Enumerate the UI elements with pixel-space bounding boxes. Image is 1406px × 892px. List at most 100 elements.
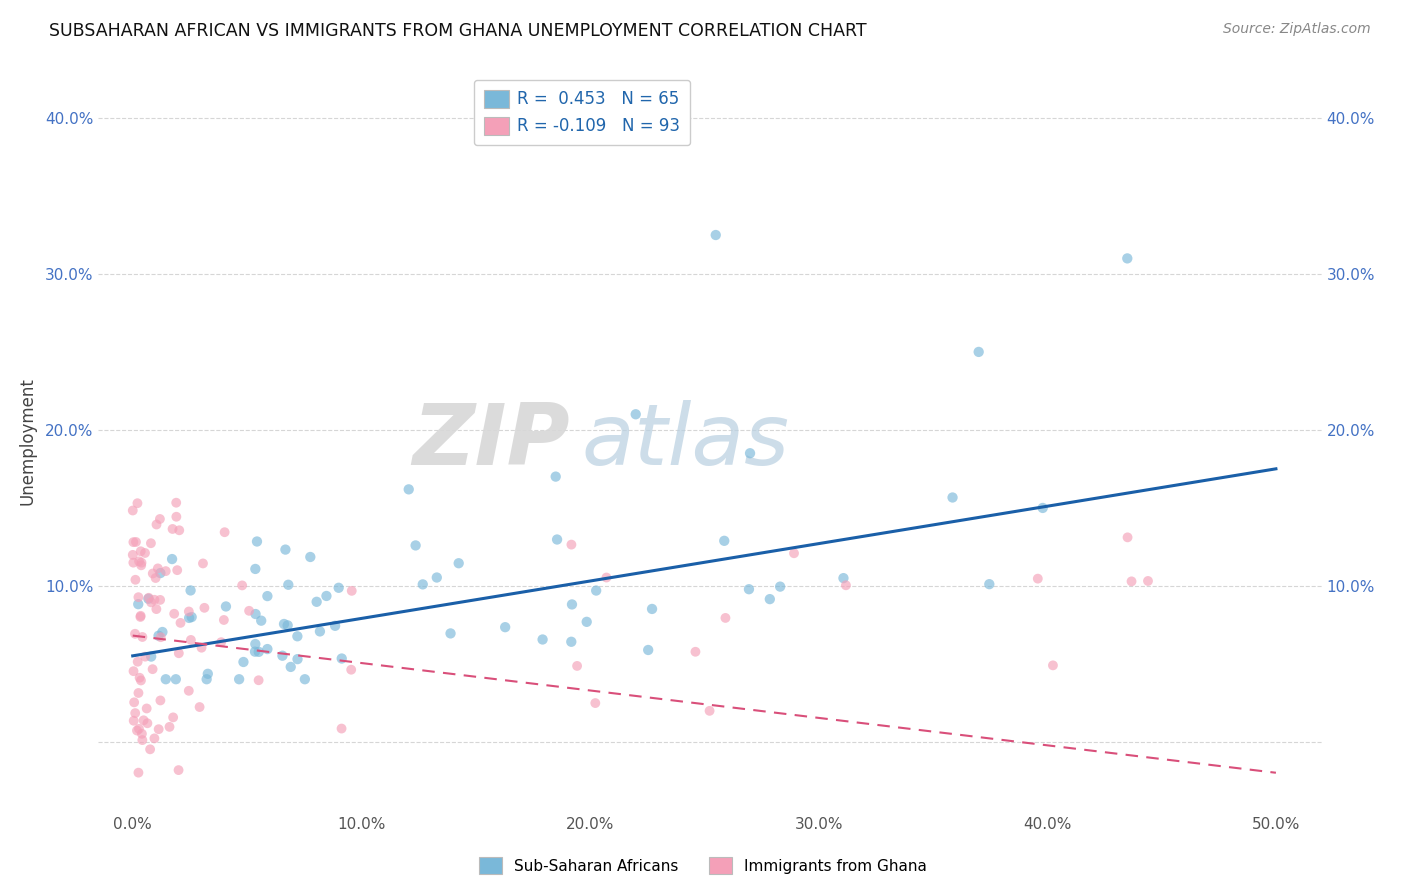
Point	[121, 548, 143, 562]
Point	[941, 491, 963, 505]
Point	[238, 604, 260, 618]
Point	[131, 733, 153, 747]
Point	[155, 564, 177, 578]
Text: ZIP: ZIP	[412, 400, 569, 483]
Point	[531, 632, 554, 647]
Point	[159, 720, 181, 734]
Point	[405, 538, 427, 552]
Point	[143, 731, 166, 746]
Point	[129, 558, 152, 573]
Point	[330, 651, 353, 665]
Point	[637, 643, 659, 657]
Point	[160, 552, 183, 566]
Point	[212, 613, 235, 627]
Point	[195, 672, 218, 686]
Point	[287, 652, 309, 666]
Point	[426, 570, 449, 584]
Point	[274, 542, 297, 557]
Point	[127, 686, 149, 700]
Point	[328, 581, 350, 595]
Point	[139, 742, 162, 756]
Point	[162, 710, 184, 724]
Point	[124, 573, 146, 587]
Y-axis label: Unemployment: Unemployment	[18, 377, 37, 506]
Point	[193, 600, 215, 615]
Point	[256, 589, 278, 603]
Point	[128, 722, 150, 736]
Point	[122, 556, 145, 570]
Point	[190, 640, 212, 655]
Point	[165, 509, 187, 524]
Point	[138, 591, 160, 605]
Legend: Sub-Saharan Africans, Immigrants from Ghana: Sub-Saharan Africans, Immigrants from Gh…	[472, 851, 934, 880]
Point	[149, 566, 172, 580]
Point	[127, 496, 149, 510]
Point	[231, 578, 253, 592]
Point	[177, 683, 200, 698]
Point	[250, 614, 273, 628]
Point	[143, 592, 166, 607]
Point	[575, 615, 598, 629]
Point	[148, 629, 170, 643]
Point	[141, 649, 163, 664]
Point	[1032, 500, 1054, 515]
Point	[835, 578, 858, 592]
Point	[685, 645, 707, 659]
Point	[128, 671, 150, 685]
Point	[595, 570, 617, 584]
Point	[738, 582, 761, 597]
Point	[232, 655, 254, 669]
Point	[129, 610, 152, 624]
Point	[641, 602, 664, 616]
Point	[299, 549, 322, 564]
Point	[134, 546, 156, 560]
Point	[142, 662, 165, 676]
Point	[124, 706, 146, 720]
Point	[188, 700, 211, 714]
Point	[245, 637, 267, 651]
Point	[340, 663, 363, 677]
Point	[560, 538, 582, 552]
Point	[152, 625, 174, 640]
Point	[412, 577, 434, 591]
Point	[280, 660, 302, 674]
Point	[228, 672, 250, 686]
Point	[713, 533, 735, 548]
Point	[125, 535, 148, 549]
Point	[155, 672, 177, 686]
Point	[769, 580, 792, 594]
Point	[122, 695, 145, 709]
Point	[624, 407, 647, 421]
Point	[197, 666, 219, 681]
Point	[979, 577, 1001, 591]
Point	[294, 672, 316, 686]
Point	[180, 632, 202, 647]
Point	[271, 648, 294, 663]
Point	[179, 611, 201, 625]
Point	[125, 723, 148, 738]
Point	[1026, 572, 1049, 586]
Point	[243, 645, 266, 659]
Point	[163, 607, 186, 621]
Point	[315, 589, 337, 603]
Point	[127, 590, 149, 604]
Text: SUBSAHARAN AFRICAN VS IMMIGRANTS FROM GHANA UNEMPLOYMENT CORRELATION CHART: SUBSAHARAN AFRICAN VS IMMIGRANTS FROM GH…	[49, 22, 868, 40]
Point	[121, 503, 143, 517]
Point	[139, 536, 162, 550]
Point	[256, 642, 278, 657]
Point	[546, 533, 568, 547]
Point	[165, 672, 187, 686]
Point	[560, 634, 582, 648]
Point	[145, 571, 167, 585]
Point	[494, 620, 516, 634]
Point	[136, 716, 159, 731]
Point	[148, 722, 170, 736]
Point	[167, 523, 190, 537]
Point	[340, 583, 363, 598]
Point	[1136, 574, 1159, 588]
Text: atlas: atlas	[582, 400, 790, 483]
Point	[759, 592, 782, 607]
Point	[180, 583, 202, 598]
Point	[561, 598, 583, 612]
Point	[135, 701, 157, 715]
